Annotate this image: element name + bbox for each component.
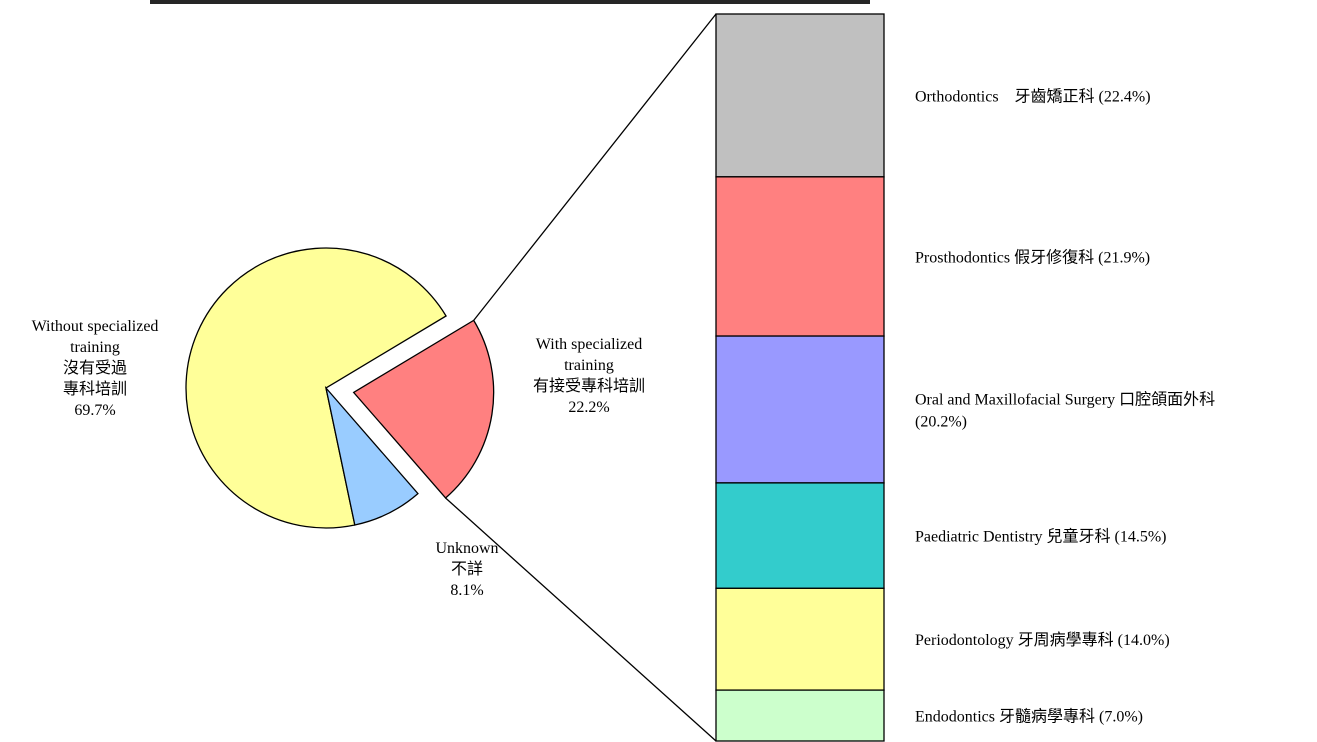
bar-segment-orthodontics-22-4 [715, 13, 885, 178]
connector-bottom [445, 497, 717, 742]
pie-slice-unknown [324, 385, 419, 526]
pie-label-with-specialized: With specialized training 有接受專科培訓 22.2% [533, 336, 645, 416]
pie-labels: Without specialized training 沒有受過專科培訓 69.7%… [32, 318, 645, 599]
bar-label-prosthodontics-21-9: Prosthodontics 假牙修復科 (21.9%) [915, 248, 1150, 266]
pie-slice-without-specialized [185, 247, 447, 529]
connector-top [473, 13, 717, 321]
pie-label-unknown: Unknown 不詳 8.1% [435, 540, 498, 599]
bar-segment-paediatric-dentistry-14-5 [715, 482, 885, 589]
bar-label-orthodontics-22-4: Orthodontics 牙齒矯正科 (22.4%) [915, 87, 1151, 105]
breakdown-labels: Orthodontics 牙齒矯正科 (22.4%) Prosthodontics… [915, 87, 1215, 725]
bar-label-endodontics-7-0: Endodontics 牙髓病學專科 (7.0%) [915, 708, 1143, 726]
breakdown-bar [715, 13, 885, 742]
bar-segment-prosthodontics-21-9 [715, 176, 885, 337]
connector-lines [445, 13, 717, 742]
bar-segment-oral-and-maxillofacial-surgery [715, 335, 885, 484]
pie-slice-with-specialized [352, 319, 495, 499]
bar-label-periodontology-14-0: Periodontology 牙周病學專科 (14.0%) [915, 631, 1170, 649]
pie [185, 247, 495, 529]
bar-label-oral-and-maxillofacial-surgery: Oral and Maxillofacial Surgery 口腔頜面外科(20… [915, 390, 1215, 430]
bar-label-paediatric-dentistry-14-5: Paediatric Dentistry 兒童牙科 (14.5%) [915, 527, 1167, 546]
pie-label-without-specialized: Without specialized training 沒有受過專科培訓 69.7% [32, 318, 159, 419]
cropped-title-strip [150, 0, 870, 4]
bar-segment-periodontology-14-0 [715, 587, 885, 691]
bar-segment-endodontics-7-0 [715, 689, 885, 742]
